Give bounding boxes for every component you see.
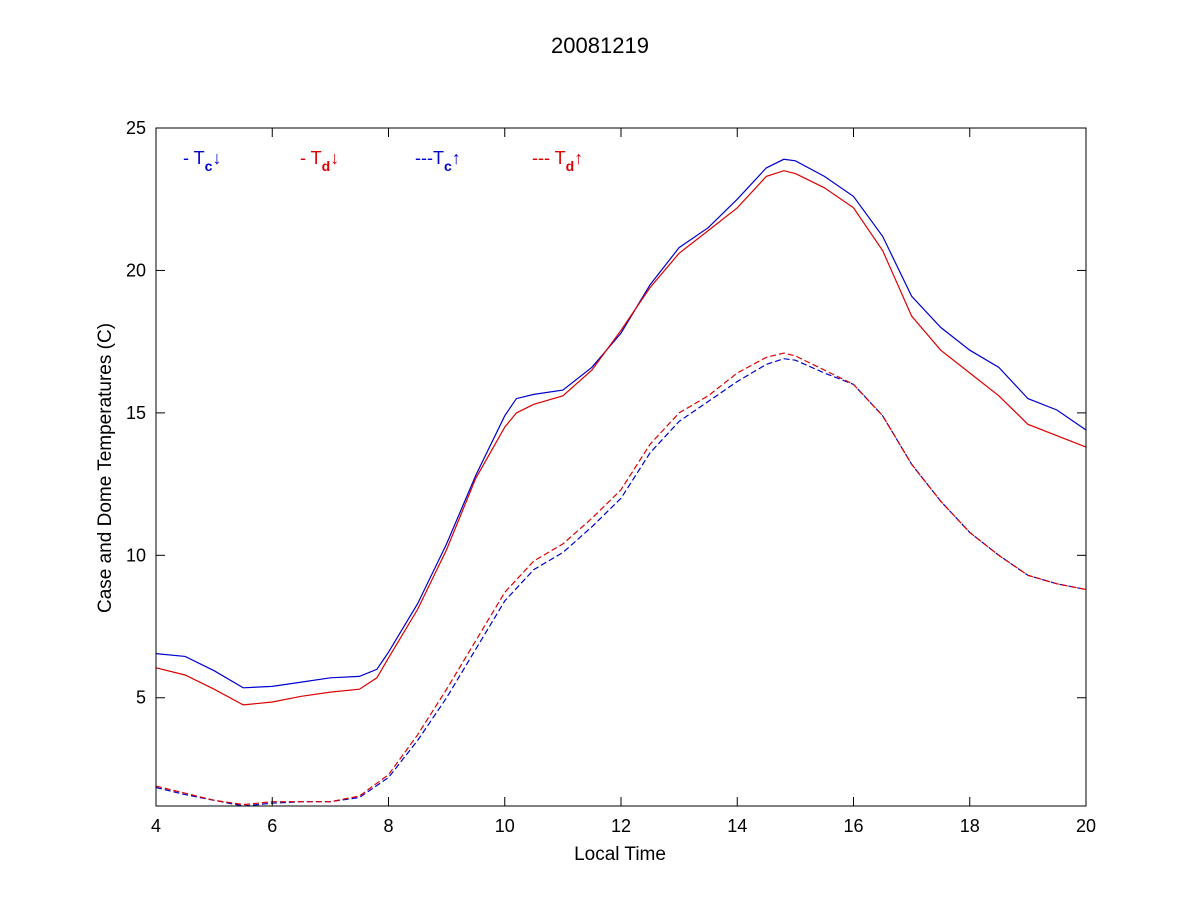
x-axis-label: Local Time (574, 844, 666, 865)
series-line-td-down (155, 170, 1087, 706)
x-tick-label: 10 (495, 816, 515, 836)
series-line-tc-up (155, 358, 1087, 807)
y-axis-label: Case and Dome Temperatures (C) (95, 323, 116, 613)
x-tick-label: 16 (843, 816, 863, 836)
legend-entry: --- Td↑ (532, 148, 583, 174)
series-layer (155, 158, 1087, 807)
legend-entry: - Tc↓ (183, 148, 221, 174)
x-tick-label: 12 (611, 816, 631, 836)
chart-title: 20081219 (551, 33, 649, 58)
legend-entry: ---Tc↑ (415, 148, 461, 174)
y-tick-label: 5 (136, 688, 146, 708)
y-tick-label: 15 (126, 403, 146, 423)
y-tick-label: 20 (126, 260, 146, 280)
y-tick-label: 25 (126, 118, 146, 138)
y-tick-label: 10 (126, 545, 146, 565)
x-tick-label: 6 (267, 816, 277, 836)
series-line-td-up (155, 352, 1087, 806)
x-tick-label: 14 (727, 816, 747, 836)
legend: - Tc↓ - Td↓ ---Tc↑ --- Td↑ (183, 148, 583, 174)
legend-entry: - Td↓ (300, 148, 339, 174)
x-tick-label: 20 (1076, 816, 1096, 836)
x-tick-label: 8 (383, 816, 393, 836)
axes-layer: 4 6 8 10 12 14 16 18 20 5 10 15 20 25 (126, 118, 1096, 836)
x-tick-label: 18 (960, 816, 980, 836)
x-tick-label: 4 (151, 816, 161, 836)
